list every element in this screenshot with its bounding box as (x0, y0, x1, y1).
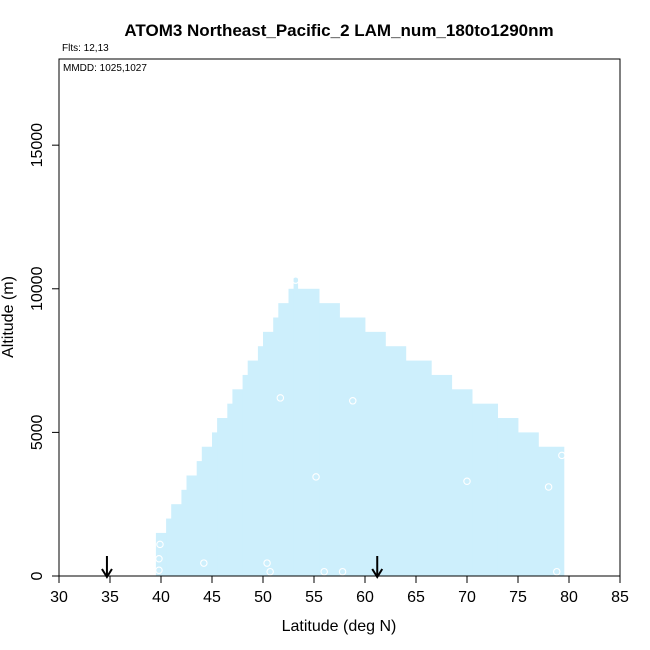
coverage-column (186, 475, 198, 576)
x-tick-label: 85 (611, 589, 629, 606)
x-axis: 30 35 40 45 50 55 60 65 70 75 80 85 (50, 575, 629, 606)
y-tick-label: 10000 (29, 266, 46, 311)
coverage-column (263, 331, 274, 576)
data-point (156, 540, 164, 549)
x-tick-label: 60 (356, 589, 374, 606)
y-tick-label: 0 (29, 571, 46, 580)
x-tick-label: 75 (509, 589, 527, 606)
latitude-arrow (101, 556, 113, 579)
coverage-column (212, 432, 218, 576)
data-point (553, 567, 561, 576)
x-tick-label: 40 (152, 589, 170, 606)
data-point (263, 559, 271, 567)
data-point (200, 559, 208, 567)
coverage-column (227, 403, 233, 576)
coverage-column (497, 418, 519, 576)
coverage-column (385, 346, 407, 576)
coverage-column (518, 432, 539, 576)
chart-title: ATOM3 Northeast_Pacific_2 LAM_num_180to1… (124, 21, 553, 40)
coverage-column (451, 389, 473, 576)
y-tick-label: 5000 (29, 414, 46, 450)
x-tick-label: 35 (101, 589, 119, 606)
x-tick-label: 80 (560, 589, 578, 606)
coverage-column (257, 346, 264, 576)
y-axis-label: Altitude (m) (0, 276, 17, 358)
coverage-column (273, 317, 279, 576)
y-tick-label: 15000 (29, 123, 46, 168)
data-point (320, 567, 328, 576)
coverage-column (232, 389, 243, 576)
data-point (312, 473, 320, 481)
data-point (463, 477, 471, 485)
coverage-column (365, 331, 386, 576)
x-tick-label: 45 (203, 589, 221, 606)
data-point (276, 394, 285, 402)
coverage-column (538, 446, 565, 576)
x-tick-label: 30 (50, 589, 68, 606)
coverage-column (166, 518, 172, 576)
plot-area (101, 276, 566, 579)
coverage-column (155, 532, 162, 576)
coverage-column (405, 360, 432, 576)
coverage-column (278, 303, 289, 576)
data-point (558, 451, 566, 460)
coverage-column (339, 317, 366, 576)
flights-label: Flts: 12,13 (62, 43, 109, 54)
data-point (155, 566, 163, 575)
x-tick-label: 50 (254, 589, 272, 606)
coverage-column (472, 403, 498, 576)
coverage-column (171, 504, 182, 576)
data-point (266, 567, 274, 576)
coverage-column (293, 277, 299, 576)
data-point (349, 397, 357, 405)
data-point (155, 555, 163, 563)
coverage-column (298, 288, 320, 576)
coverage-column (431, 374, 453, 576)
coverage-column (181, 489, 187, 576)
coverage-column (161, 532, 167, 576)
x-tick-label: 70 (458, 589, 476, 606)
data-point (291, 276, 300, 284)
coverage-column (217, 418, 228, 576)
x-tick-label: 65 (407, 589, 425, 606)
dates-label: MMDD: 1025,1027 (63, 63, 147, 74)
coverage-column (247, 360, 259, 576)
coverage-column (196, 461, 203, 576)
x-tick-label: 55 (305, 589, 323, 606)
coverage-column (319, 303, 340, 576)
data-point (544, 483, 553, 491)
latitude-arrow (371, 556, 384, 579)
y-axis: 0 5000 10000 15000 (29, 123, 60, 580)
coverage-column (242, 374, 249, 576)
data-point (338, 567, 347, 576)
coverage-column (201, 446, 213, 576)
x-axis-label: Latitude (deg N) (282, 618, 397, 635)
